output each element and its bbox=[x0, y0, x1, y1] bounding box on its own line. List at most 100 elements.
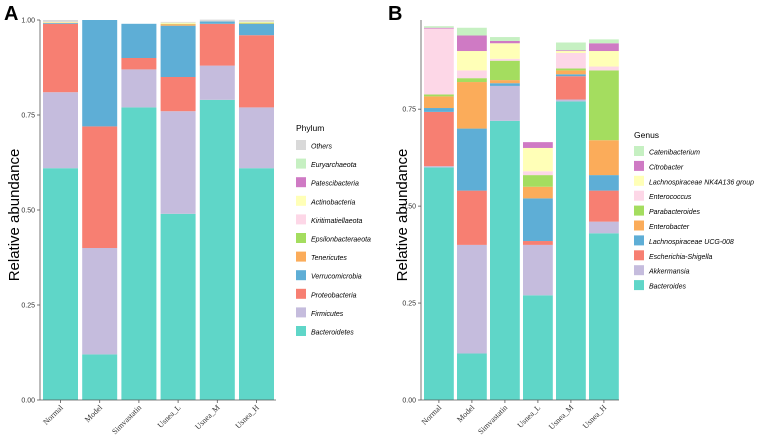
legend-swatch bbox=[296, 288, 306, 299]
bar-segment-bacteroides bbox=[457, 353, 487, 400]
bar-segment-actinobacteria bbox=[43, 21, 78, 23]
bar-segment-lachnospiraceae-nk4a136-group bbox=[556, 51, 586, 53]
legend-swatch bbox=[634, 265, 644, 276]
bar-segment-citrobacter bbox=[556, 50, 586, 52]
bar-segment-bacteroidetes bbox=[199, 99, 235, 401]
bar-segment-verrucomicrobia bbox=[239, 23, 274, 36]
legend-label: Bacteroides bbox=[649, 284, 686, 291]
bar-segment-lachnospiraceae-nk4a136-group bbox=[490, 43, 520, 59]
bar-segment-bacteroides bbox=[523, 295, 553, 400]
y-tick-label: 0.75 bbox=[402, 107, 416, 114]
legend-label: Enterobacter bbox=[649, 224, 690, 231]
bar-segment-firmicutes bbox=[199, 65, 235, 100]
bar-segment-escherichia-shigella bbox=[589, 190, 619, 222]
bar-segment-actinobacteria bbox=[160, 22, 196, 24]
bar-segment-lachnospiraceae-ucg-008 bbox=[457, 128, 487, 191]
bar-segment-enterococcus bbox=[424, 28, 454, 95]
bar-segment-verrucomicrobia bbox=[121, 23, 157, 58]
legend-label: Firmicutes bbox=[311, 311, 344, 318]
legend-swatch bbox=[634, 190, 644, 201]
y-tick-label: 0.00 bbox=[21, 398, 35, 405]
legend-label: Lachnospiraceae NK4A136 group bbox=[649, 179, 754, 186]
bar-segment-bacteroides bbox=[589, 233, 619, 400]
bar-segment-others bbox=[199, 19, 235, 22]
bar-segment-verrucomicrobia bbox=[199, 21, 235, 24]
bar-segment-enterococcus bbox=[523, 171, 553, 176]
legend-title: Genus bbox=[634, 130, 659, 140]
x-tick-label: Usnea_M bbox=[193, 403, 221, 431]
bar-segment-enterococcus bbox=[589, 66, 619, 71]
x-tick-label: Model bbox=[455, 403, 477, 425]
bar-segment-citrobacter bbox=[424, 27, 454, 29]
bar-segment-enterobacter bbox=[523, 186, 553, 199]
legend-swatch bbox=[296, 177, 306, 188]
legend-swatch bbox=[634, 220, 644, 231]
bar-segment-proteobacteria bbox=[199, 23, 235, 66]
x-tick-label: Simvastatin bbox=[476, 403, 509, 436]
y-tick-label: 1.00 bbox=[21, 18, 35, 25]
bar-segment-verrucomicrobia bbox=[160, 25, 196, 77]
x-tick-label: Model bbox=[83, 403, 105, 425]
bar-segment-citrobacter bbox=[457, 35, 487, 52]
y-tick-label: 0.00 bbox=[402, 398, 416, 405]
y-axis-label: Relative abundance bbox=[394, 149, 411, 282]
bar-segment-bacteroidetes bbox=[160, 213, 196, 400]
bar-segment-akkermansia bbox=[490, 85, 520, 121]
bar-segment-enterobacter bbox=[589, 140, 619, 176]
bar-segment-catenibacterium bbox=[457, 27, 487, 36]
legend-swatch bbox=[296, 270, 306, 281]
legend-label: Proteobacteria bbox=[311, 292, 357, 299]
panel-B: B 0.00 0.25 0.50 0.75 Relative abundance Norma… bbox=[388, 3, 754, 436]
legend-swatch bbox=[634, 160, 644, 171]
legend-label: Epsilonbacteraeota bbox=[311, 237, 371, 244]
legend-label: Actinobacteria bbox=[310, 199, 355, 206]
legend-label: Catenibacterium bbox=[649, 150, 700, 157]
bar-segment-tenericutes bbox=[160, 24, 196, 26]
bar-segment-akkermansia bbox=[424, 166, 454, 168]
legend-label: Bacteroidetes bbox=[311, 330, 354, 337]
bar-segment-parabacteroides bbox=[424, 94, 454, 97]
legend-label: Escherichia-Shigella bbox=[649, 254, 713, 261]
bar-segment-enterococcus bbox=[556, 52, 586, 69]
y-tick-label: 0.25 bbox=[402, 301, 416, 308]
bar-segment-bacteroidetes bbox=[82, 354, 118, 400]
bar-segment-escherichia-shigella bbox=[424, 111, 454, 167]
x-tick-label: Normal bbox=[420, 403, 444, 427]
legend-title: Phylum bbox=[296, 123, 324, 133]
bar-segment-akkermansia bbox=[457, 244, 487, 354]
legend-label: Enterococcus bbox=[649, 194, 692, 201]
bar-segment-bacteroides bbox=[424, 167, 454, 400]
bar-segment-lachnospiraceae-ucg-008 bbox=[523, 198, 553, 242]
bar-segment-others bbox=[160, 21, 196, 23]
legend-label: Kiritimatiellaeota bbox=[311, 218, 362, 225]
bar-segment-citrobacter bbox=[490, 40, 520, 44]
bar-segment-bacteroidetes bbox=[43, 168, 78, 400]
bar-segment-others bbox=[239, 20, 274, 22]
bar-segment-proteobacteria bbox=[160, 77, 196, 112]
bar-segment-enterococcus bbox=[490, 58, 520, 61]
legend-swatch bbox=[634, 250, 644, 261]
bar-segment-catenibacterium bbox=[424, 26, 454, 28]
bar-segment-lachnospiraceae-nk4a136-group bbox=[457, 51, 487, 71]
bar-segment-catenibacterium bbox=[556, 42, 586, 51]
bar-segment-proteobacteria bbox=[239, 35, 274, 108]
legend-swatch bbox=[634, 205, 644, 216]
bar-segment-enterococcus bbox=[457, 70, 487, 79]
legend-swatch bbox=[296, 251, 306, 262]
bar-segment-verrucomicrobia bbox=[82, 20, 118, 127]
bar-segment-firmicutes bbox=[160, 111, 196, 214]
y-tick-label: 0.50 bbox=[21, 208, 35, 215]
bar-segment-proteobacteria bbox=[43, 23, 78, 93]
legend-swatch bbox=[634, 175, 644, 186]
panel-letter-A: A bbox=[4, 3, 18, 25]
legend-swatch bbox=[296, 140, 306, 150]
legend-swatch bbox=[296, 307, 306, 318]
bar-segment-bacteroidetes bbox=[239, 168, 274, 400]
legend-label: Patescibacteria bbox=[311, 181, 359, 188]
bar-segment-catenibacterium bbox=[589, 39, 619, 44]
y-tick-label: 0.25 bbox=[21, 303, 35, 310]
x-tick-label: Usnea_H bbox=[233, 403, 261, 431]
x-tick-label: Simvastatin bbox=[110, 403, 143, 436]
bar-segment-enterobacter bbox=[490, 80, 520, 84]
legend-swatch bbox=[634, 235, 644, 246]
